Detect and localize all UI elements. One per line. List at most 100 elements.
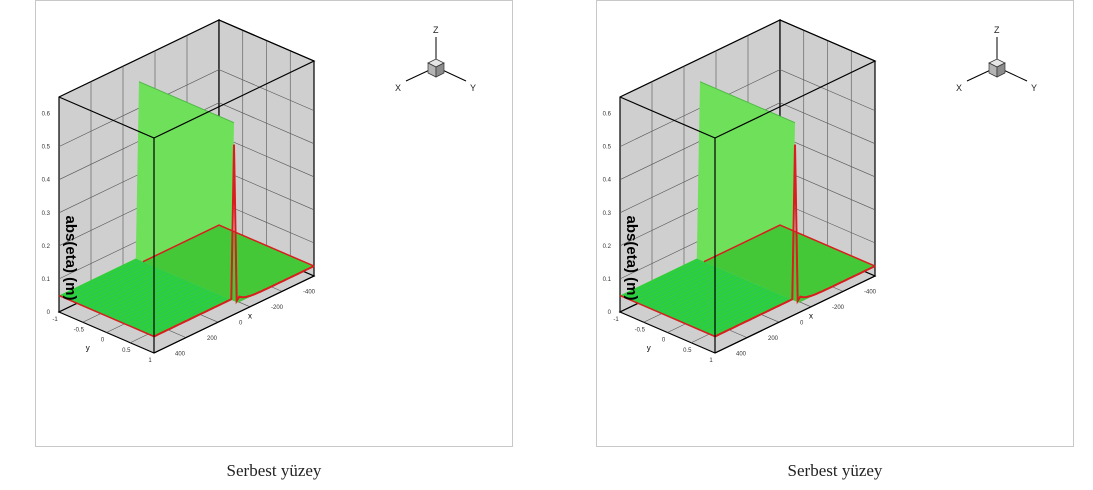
x-tick-label: -200 [832,305,845,311]
frame-bottom [153,275,315,354]
y-tick-label: -1 [52,317,58,323]
x-tick-label: -400 [303,290,316,296]
surface-stripe [136,291,214,330]
z-tick-label: 0.4 [603,178,612,184]
triad-z-label: Z [994,25,1000,35]
grid-line-z [58,102,315,180]
x-axis-label: x [248,312,252,321]
y-tick-label: 1 [148,358,152,364]
plot-group-1: 0 0.1 0.2 0.3 0.4 0.5 0.6 -1 -0.5 0 0.5 1 -400 -200 0 2… [42,19,316,364]
triad-x-label: X [956,83,962,93]
chart-panel-1: 0 0.1 0.2 0.3 0.4 0.5 0.6 -1 -0.5 0 0.5 1 -400 -200 0 2… [35,0,513,447]
y-tick-label: -1 [613,317,619,323]
figure-caption-2: Serbest yüzey [787,461,883,480]
surface-stripe [697,291,775,330]
surface-edge-back [703,224,876,267]
surface-stripe [671,280,749,319]
y-axis-label: y [86,343,90,352]
surface-stripe [132,289,210,328]
grid-line-z [619,69,876,147]
surface-stripe [663,276,741,315]
triad-cube-right [996,62,1006,78]
z-tick-label: 0.6 [42,112,51,118]
y-tick-label: 1 [709,358,713,364]
surface-stripe [650,271,728,309]
grid-line-z [58,69,315,147]
surface-far [704,225,875,303]
plot-group-2: 0 0.1 0.2 0.3 0.4 0.5 0.6 -1 -0.5 0 0.5 1 -400 -200 0 2… [603,19,877,364]
surface-stripe [667,278,745,317]
y-tick-label: -0.5 [74,327,85,333]
triad-z-label: Z [433,25,439,35]
surface-edge-left [619,294,716,338]
z-tick-label: 0.1 [42,277,51,283]
z-tick-label: 0.3 [42,211,51,217]
frame-bottom [714,275,876,354]
surface-stripe [632,263,710,302]
y-axis-label: y [647,343,651,352]
orientation-triad: Z X Y [956,25,1037,93]
surface-stripe [127,288,205,326]
z-tick-label: 0.5 [603,145,612,151]
z-axis-title: abs(eta) (m) [62,215,79,300]
x-tick-label: 200 [207,336,218,342]
y-tick-label: 0.5 [683,348,692,354]
triad-y-label: Y [470,83,476,93]
z-tick-label: 0 [47,310,51,316]
surface-stripe [106,278,184,317]
triad-x-label: X [395,83,401,93]
z-axis-title: abs(eta) (m) [623,215,640,300]
surface-crest [699,81,796,124]
surface-stripe [110,280,188,319]
y-tick-label: 0 [101,338,105,344]
y-tick-label: -0.5 [635,327,646,333]
z-tick-label: 0.2 [42,244,51,250]
surface-stripe [89,271,167,309]
triad-y-label: Y [1031,83,1037,93]
surface-stripe [119,284,197,322]
triad-cube-right [435,62,445,78]
z-tick-label: 0.3 [603,211,612,217]
x-tick-label: -400 [864,290,877,296]
surface-edge-front [153,144,315,338]
surface-stripe [97,275,175,313]
z-tick-label: 0.4 [42,178,51,184]
grid-line-z [619,102,876,180]
surface-stripe [67,262,145,300]
frame-top [153,19,316,139]
surface-stripe [123,286,201,324]
surface-stripe [84,269,162,307]
surface-stripe [71,263,149,302]
z-tick-label: 0.6 [603,112,612,118]
x-axis-label: x [809,312,813,321]
surface-stripe [145,295,223,333]
surface-stripe [76,265,154,304]
surface-stripe [645,269,723,307]
x-tick-label: -200 [271,305,284,311]
z-tick-label: 0.5 [42,145,51,151]
surface-stripe [654,273,732,311]
surface-plot-2: 0 0.1 0.2 0.3 0.4 0.5 0.6 -1 -0.5 0 0.5 1 -400 -200 0 2… [603,19,1037,364]
surface-edge-back [142,224,315,267]
z-tick-label: 0.1 [603,277,612,283]
surface-stripe [710,297,788,335]
surface-stripe [641,267,719,306]
surface-stripe [93,273,171,311]
surface-stripe [637,265,715,304]
surface-stripe [624,260,702,298]
surface-edge-front [714,144,876,338]
x-tick-label: 400 [736,351,747,357]
z-tick-label: 0 [608,310,612,316]
surface-edge-left [58,294,155,338]
surface-stripe [688,288,766,326]
x-tick-label: 0 [800,321,804,327]
z-tick-label: 0.2 [603,244,612,250]
surface-stripe [658,275,736,313]
surface-plot-1: 0 0.1 0.2 0.3 0.4 0.5 0.6 -1 -0.5 0 0.5 1 -400 -200 0 2… [42,19,476,364]
orientation-triad: Z X Y [395,25,476,93]
surface-stripe [680,284,758,322]
surface-stripe [102,276,180,315]
surface-crest [138,81,235,124]
surface-stripe [693,289,771,328]
y-tick-label: 0 [662,338,666,344]
